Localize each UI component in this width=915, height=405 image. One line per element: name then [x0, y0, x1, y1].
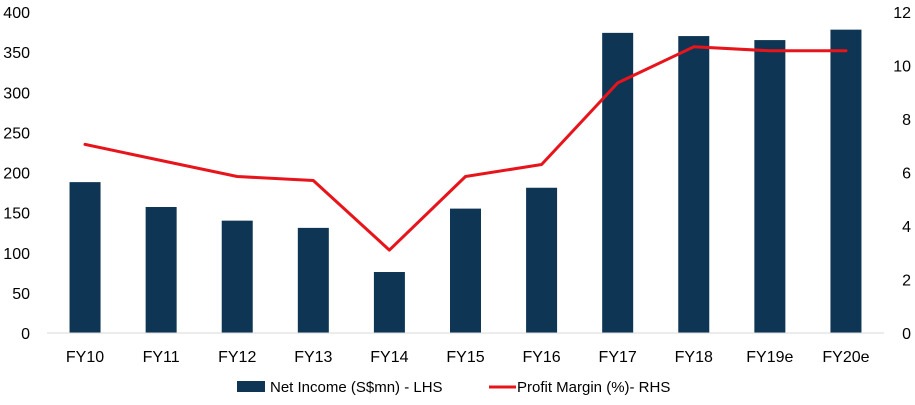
y-left-tick-label: 100 — [3, 246, 30, 263]
x-tick-label: FY12 — [218, 349, 256, 366]
bar-FY20e — [830, 30, 861, 333]
x-axis: FY10 FY11 FY12 FY13 FY14 FY15 FY16 FY17 FY18 FY19… — [66, 349, 870, 366]
bar-series — [70, 30, 862, 333]
legend-label-profit-margin: Profit Margin (%)- RHS — [517, 379, 670, 396]
legend-label-net-income: Net Income (S$mn) - LHS — [270, 379, 443, 396]
x-tick-label: FY13 — [294, 349, 332, 366]
y-right-tick-label: 8 — [902, 112, 911, 129]
x-tick-label: FY10 — [66, 349, 104, 366]
y-left-tick-label: 300 — [3, 85, 30, 102]
y-right-tick-label: 10 — [893, 59, 911, 76]
bar-FY16 — [526, 188, 557, 333]
y-right-tick-label: 4 — [902, 219, 911, 236]
y-left-tick-label: 150 — [3, 206, 30, 223]
x-tick-label: FY19e — [746, 349, 793, 366]
x-tick-label: FY20e — [822, 349, 869, 366]
x-tick-label: FY18 — [675, 349, 713, 366]
y-left-tick-label: 50 — [12, 286, 30, 303]
y-axis-right: 0 2 4 6 8 10 12 — [893, 5, 911, 343]
y-left-tick-label: 400 — [3, 5, 30, 22]
bar-FY10 — [70, 182, 101, 333]
y-left-tick-label: 200 — [3, 166, 30, 183]
y-left-tick-label: 0 — [21, 326, 30, 343]
bar-FY14 — [374, 272, 405, 333]
y-right-tick-label: 2 — [902, 273, 911, 290]
x-tick-label: FY15 — [446, 349, 484, 366]
y-right-tick-label: 12 — [893, 5, 911, 22]
y-right-tick-label: 0 — [902, 326, 911, 343]
bar-FY18 — [678, 36, 709, 333]
bar-FY19e — [754, 40, 785, 333]
y-left-tick-label: 350 — [3, 45, 30, 62]
y-right-tick-label: 6 — [902, 166, 911, 183]
x-tick-label: FY11 — [143, 349, 180, 366]
bar-FY15 — [450, 209, 481, 333]
y-left-tick-label: 250 — [3, 125, 30, 142]
legend: Net Income (S$mn) - LHS Profit Margin (%… — [237, 379, 670, 396]
y-axis-left: 0 50 100 150 200 250 300 350 400 — [3, 5, 30, 343]
legend-swatch-net-income — [237, 381, 265, 392]
x-tick-label: FY14 — [370, 349, 408, 366]
bar-FY13 — [298, 228, 329, 333]
bar-FY12 — [222, 221, 253, 333]
x-tick-label: FY16 — [522, 349, 560, 366]
bar-FY11 — [146, 207, 177, 333]
x-tick-label: FY17 — [599, 349, 637, 366]
